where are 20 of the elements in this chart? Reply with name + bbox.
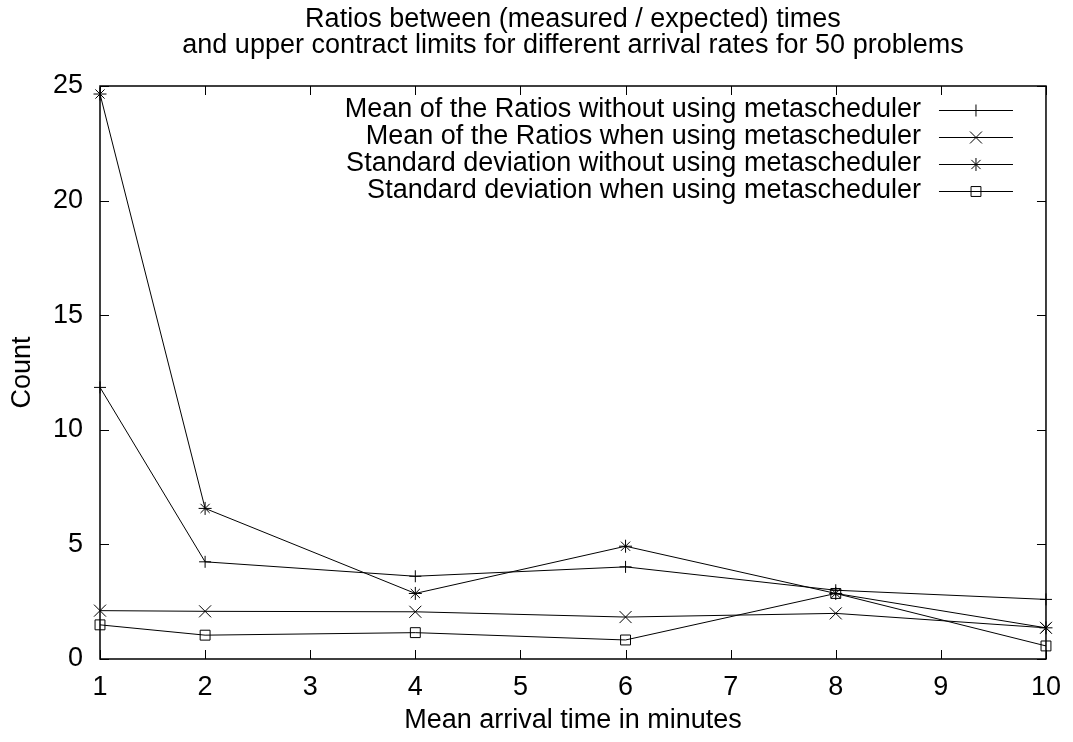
x-tick-label: 9 bbox=[933, 670, 949, 701]
y-tick-label: 5 bbox=[67, 527, 83, 558]
x-tick-label: 8 bbox=[828, 670, 844, 701]
x-tick-label: 4 bbox=[407, 670, 423, 701]
y-tick-label: 0 bbox=[67, 642, 83, 673]
y-tick-label: 20 bbox=[52, 184, 83, 215]
x-tick-label: 6 bbox=[618, 670, 634, 701]
legend-label: Mean of the Ratios without using metascheduler bbox=[344, 93, 921, 124]
x-axis-title: Mean arrival time in minutes bbox=[404, 704, 742, 735]
y-tick-label: 15 bbox=[52, 298, 83, 329]
y-tick-label: 10 bbox=[52, 413, 83, 444]
x-tick-label: 2 bbox=[197, 670, 213, 701]
y-axis-title: Count bbox=[5, 335, 36, 409]
y-tick-label: 25 bbox=[52, 69, 83, 100]
x-tick-label: 3 bbox=[302, 670, 318, 701]
chart-title: Ratios between (measured / expected) times and upper contract limits for different arrival rates for 50 problems bbox=[182, 3, 964, 60]
x-tick-label: 7 bbox=[723, 670, 739, 701]
x-tick-label: 5 bbox=[512, 670, 528, 701]
x-tick-label: 10 bbox=[1030, 670, 1062, 701]
x-tick-label: 1 bbox=[92, 670, 108, 701]
